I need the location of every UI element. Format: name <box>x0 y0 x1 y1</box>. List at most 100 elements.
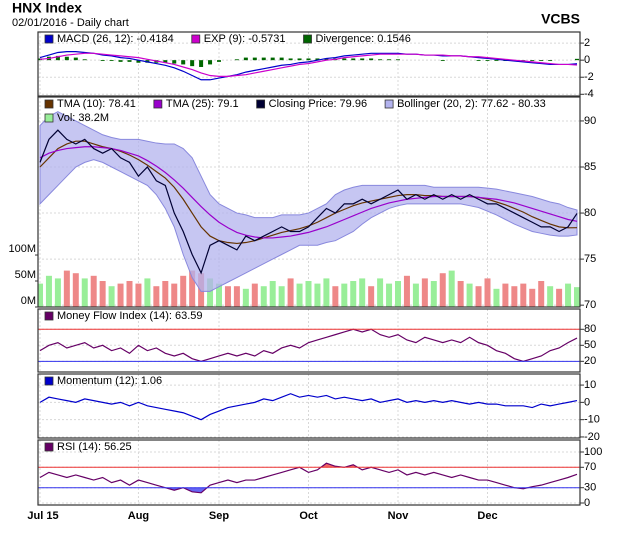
volume-bar <box>216 283 222 307</box>
volume-bar <box>323 278 330 307</box>
divergence-bar <box>163 60 168 63</box>
volume-bar <box>484 278 491 307</box>
volume-bar <box>224 286 231 307</box>
volume-bar <box>171 283 178 307</box>
series-line <box>39 129 578 275</box>
volume-bar <box>135 283 142 307</box>
divergence-bar <box>485 60 490 62</box>
volume-bar <box>305 281 312 307</box>
divergence-bar <box>306 58 311 61</box>
source-label: VCBS <box>541 11 580 27</box>
panel-border <box>37 373 581 439</box>
divergence-bar <box>315 58 320 61</box>
panel-plot <box>38 97 580 307</box>
series-line <box>39 140 578 245</box>
legend-swatch <box>44 99 54 109</box>
volume-bar <box>287 278 294 307</box>
volume-bar <box>574 287 580 307</box>
volume-bar <box>529 288 536 307</box>
x-tick-label: Jul 15 <box>27 510 58 522</box>
divergence-bar <box>530 60 535 62</box>
divergence-bar <box>136 60 141 63</box>
legend-label: TMA (25): 79.1 <box>166 98 239 110</box>
volume-bar <box>189 270 196 307</box>
legend-label: Money Flow Index (14): 63.59 <box>57 310 203 322</box>
volume-bar <box>251 283 258 307</box>
chart-title: HNX Index <box>12 0 82 16</box>
series-line <box>39 52 578 77</box>
volume-bar <box>54 278 61 307</box>
legend-label: EXP (9): -0.5731 <box>204 33 286 45</box>
y-tick-label: 50 <box>584 339 596 351</box>
volume-bar <box>520 283 527 307</box>
legend-swatch <box>303 34 312 44</box>
y-tick-label: 90 <box>584 115 596 127</box>
divergence-bar <box>369 58 374 61</box>
divergence-bar <box>539 60 544 62</box>
chart-subtitle: 02/01/2016 - Daily chart <box>12 17 129 29</box>
panel-border <box>37 96 581 308</box>
volume-bar <box>341 283 348 307</box>
y2-tick-label: 100M <box>8 243 36 255</box>
divergence-bar <box>261 57 266 61</box>
legend-swatch <box>44 376 54 386</box>
volume-bar <box>386 283 393 307</box>
volume-bar <box>63 270 70 307</box>
volume-bar <box>421 278 428 307</box>
volume-bar <box>457 281 464 307</box>
volume-bar <box>359 278 366 307</box>
divergence-bar <box>297 58 302 61</box>
volume-bar <box>538 281 545 307</box>
legend-label: RSI (14): 56.25 <box>57 441 132 453</box>
volume-bar <box>233 286 240 307</box>
y-tick-label: 80 <box>584 323 596 335</box>
legend-swatch <box>191 34 201 44</box>
panel-plot <box>38 374 580 438</box>
divergence-bar <box>360 58 365 61</box>
volume-bar <box>314 283 321 307</box>
panel-plot <box>38 32 580 96</box>
legend-label: Bollinger (20, 2): 77.62 - 80.33 <box>397 98 546 110</box>
volume-bar <box>72 273 79 307</box>
divergence-bar <box>270 57 275 61</box>
volume-bar <box>493 288 500 307</box>
divergence-bar <box>396 59 400 61</box>
volume-bar <box>260 286 267 307</box>
volume-bar <box>278 286 285 307</box>
volume-bar <box>99 281 106 307</box>
divergence-bar <box>476 60 481 62</box>
legend-label: TMA (10): 78.41 <box>57 98 136 110</box>
divergence-bar <box>199 60 204 67</box>
legend-swatch <box>44 442 54 452</box>
x-tick-label: Oct <box>299 510 318 522</box>
divergence-bar <box>208 60 213 65</box>
divergence-bar <box>234 59 239 61</box>
y-tick-label: -20 <box>584 431 600 443</box>
divergence-bar <box>55 55 60 61</box>
divergence-bar <box>575 58 579 61</box>
volume-bar <box>81 278 88 307</box>
divergence-bar <box>342 58 347 61</box>
legend-label: Divergence: 0.1546 <box>316 33 411 45</box>
volume-bar <box>377 278 384 307</box>
legend-swatch <box>384 99 394 109</box>
volume-bar <box>412 283 419 307</box>
panel-border <box>37 31 581 97</box>
x-tick-label: Aug <box>128 510 149 522</box>
legend-swatch <box>44 311 54 321</box>
volume-bar <box>547 286 554 307</box>
divergence-bar <box>387 59 392 61</box>
divergence-bar <box>64 56 69 61</box>
volume-bar <box>430 281 437 307</box>
divergence-bar <box>494 60 499 62</box>
volume-bar <box>565 283 572 307</box>
y-tick-label: 70 <box>584 461 596 473</box>
divergence-bar <box>440 60 445 62</box>
volume-bar <box>180 275 187 307</box>
volume-bar <box>403 275 410 307</box>
y2-tick-label: 50M <box>15 269 36 281</box>
volume-bar <box>38 283 43 307</box>
series-line <box>39 393 578 421</box>
volume-bar <box>439 273 446 307</box>
